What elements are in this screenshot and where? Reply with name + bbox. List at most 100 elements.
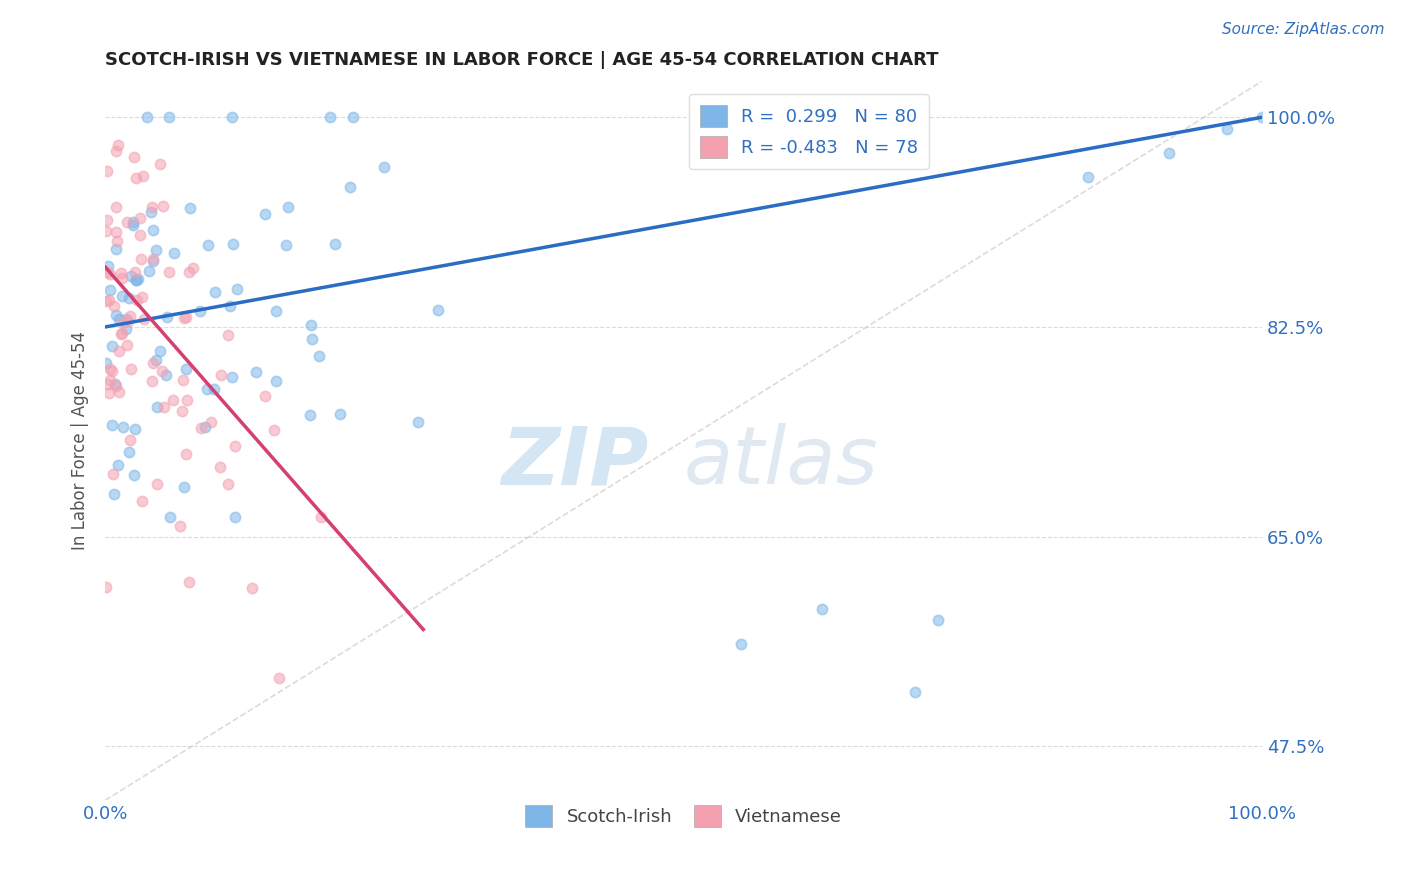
Point bbox=[172, 373, 194, 387]
Point bbox=[107, 137, 129, 152]
Point bbox=[110, 327, 132, 342]
Point bbox=[101, 364, 124, 378]
Point bbox=[406, 415, 429, 429]
Point bbox=[135, 110, 157, 124]
Point bbox=[131, 493, 153, 508]
Point bbox=[319, 110, 342, 124]
Point bbox=[264, 304, 287, 318]
Point bbox=[150, 364, 173, 378]
Point bbox=[108, 311, 131, 326]
Point bbox=[118, 434, 141, 448]
Point bbox=[131, 169, 153, 183]
Point bbox=[120, 362, 142, 376]
Point bbox=[217, 477, 239, 491]
Point bbox=[264, 374, 287, 388]
Point bbox=[254, 207, 277, 221]
Point bbox=[101, 418, 124, 433]
Point bbox=[103, 376, 125, 391]
Point bbox=[200, 415, 222, 429]
Point bbox=[373, 160, 395, 174]
Point bbox=[122, 150, 145, 164]
Point bbox=[124, 265, 146, 279]
Point bbox=[152, 199, 174, 213]
Point bbox=[146, 477, 169, 491]
Point bbox=[125, 170, 148, 185]
Point bbox=[208, 460, 231, 475]
Point bbox=[169, 518, 191, 533]
Point bbox=[323, 236, 346, 251]
Point bbox=[128, 211, 150, 226]
Point bbox=[115, 337, 138, 351]
Point bbox=[104, 225, 127, 239]
Point bbox=[94, 294, 117, 309]
Point bbox=[96, 376, 118, 391]
Point bbox=[117, 314, 139, 328]
Point bbox=[218, 299, 240, 313]
Point bbox=[221, 370, 243, 384]
Point bbox=[145, 243, 167, 257]
Point bbox=[111, 326, 134, 341]
Point bbox=[128, 227, 150, 242]
Point bbox=[173, 480, 195, 494]
Point bbox=[190, 421, 212, 435]
Point bbox=[122, 215, 145, 229]
Point bbox=[103, 487, 125, 501]
Point bbox=[142, 223, 165, 237]
Point bbox=[104, 309, 127, 323]
Point bbox=[104, 378, 127, 392]
Point bbox=[141, 374, 163, 388]
Point bbox=[138, 263, 160, 277]
Point bbox=[100, 339, 122, 353]
Point bbox=[132, 311, 155, 326]
Point bbox=[97, 259, 120, 273]
Point bbox=[209, 368, 232, 382]
Text: ZIP: ZIP bbox=[502, 424, 648, 501]
Point bbox=[177, 575, 200, 590]
Point bbox=[157, 265, 180, 279]
Point bbox=[904, 685, 927, 699]
Point bbox=[202, 382, 225, 396]
Point bbox=[1251, 110, 1274, 124]
Y-axis label: In Labor Force | Age 45-54: In Labor Force | Age 45-54 bbox=[72, 331, 89, 550]
Point bbox=[308, 349, 330, 363]
Point bbox=[162, 392, 184, 407]
Point bbox=[96, 265, 118, 279]
Text: atlas: atlas bbox=[683, 424, 879, 501]
Point bbox=[115, 215, 138, 229]
Point bbox=[105, 235, 128, 249]
Point bbox=[339, 180, 361, 194]
Point bbox=[149, 344, 172, 359]
Point bbox=[142, 254, 165, 268]
Point bbox=[222, 237, 245, 252]
Point bbox=[98, 373, 121, 387]
Point bbox=[156, 310, 179, 324]
Point bbox=[217, 328, 239, 343]
Point bbox=[96, 164, 118, 178]
Point bbox=[98, 267, 121, 281]
Point bbox=[149, 157, 172, 171]
Point bbox=[277, 200, 299, 214]
Point bbox=[183, 260, 205, 275]
Point bbox=[311, 510, 333, 524]
Point bbox=[118, 291, 141, 305]
Point bbox=[245, 365, 267, 379]
Point bbox=[179, 265, 201, 279]
Point bbox=[1159, 146, 1181, 161]
Point bbox=[111, 289, 134, 303]
Point bbox=[153, 401, 176, 415]
Point bbox=[146, 400, 169, 414]
Point bbox=[131, 291, 153, 305]
Point bbox=[97, 385, 120, 400]
Point bbox=[301, 333, 323, 347]
Point bbox=[240, 581, 263, 595]
Point bbox=[142, 356, 165, 370]
Point bbox=[1077, 170, 1099, 185]
Point bbox=[94, 224, 117, 238]
Point bbox=[195, 382, 218, 396]
Point bbox=[107, 458, 129, 472]
Point bbox=[299, 318, 322, 333]
Point bbox=[263, 423, 285, 437]
Point bbox=[267, 672, 290, 686]
Point bbox=[174, 447, 197, 461]
Point bbox=[141, 201, 163, 215]
